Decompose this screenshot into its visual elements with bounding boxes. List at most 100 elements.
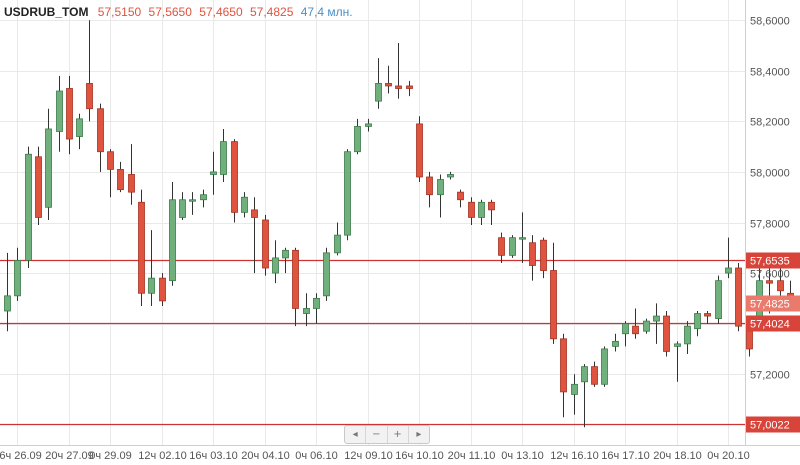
candle-down xyxy=(97,103,104,172)
candle-body xyxy=(735,267,742,327)
candle-up xyxy=(519,212,526,263)
candle-down xyxy=(704,310,711,324)
candle-body xyxy=(128,174,135,193)
candle-body xyxy=(148,277,155,294)
candle-down xyxy=(498,232,505,263)
candle-up xyxy=(272,240,279,284)
y-tick-label: 58,0000 xyxy=(750,168,790,180)
candle-down xyxy=(632,308,639,339)
candle-down xyxy=(66,75,73,155)
x-tick-label: 16ч 03.10 xyxy=(189,450,238,462)
x-tick-label: 16ч 10.10 xyxy=(395,450,444,462)
candle-body xyxy=(571,383,578,395)
candle-down xyxy=(128,144,135,205)
candle-body xyxy=(674,343,681,347)
candle-up xyxy=(478,199,485,226)
x-tick-label: 20ч 27.09 xyxy=(45,450,94,462)
candle-down xyxy=(468,197,475,226)
symbol-label: USDRUB_TOM xyxy=(4,5,89,19)
scroll-right-button[interactable]: ▸ xyxy=(416,429,422,440)
candle-body xyxy=(643,320,650,332)
candle-body xyxy=(56,90,63,132)
candle-up xyxy=(601,346,608,387)
candle-down xyxy=(560,333,567,418)
candle-body xyxy=(437,179,444,196)
candle-body xyxy=(704,313,711,317)
candle-down xyxy=(117,161,124,193)
candle-body xyxy=(313,297,320,309)
candle-up xyxy=(612,333,619,352)
x-tick-label: 16ч 26.09 xyxy=(0,450,42,462)
candle-up xyxy=(14,247,21,301)
candle-up xyxy=(45,108,52,220)
x-tick-label: 12ч 16.10 xyxy=(550,450,599,462)
x-tick-label: 0ч 29.09 xyxy=(89,450,131,462)
price-axis: 58,6000 58,4000 58,2000 58,0000 57,8000 57,60… xyxy=(0,0,800,446)
candle-up xyxy=(684,321,691,354)
zoom-in-button[interactable]: + xyxy=(388,426,409,443)
candle-down xyxy=(735,262,742,332)
candle-body xyxy=(457,191,464,201)
candle-body xyxy=(159,277,166,302)
candle-up xyxy=(715,275,722,324)
candle-down xyxy=(540,237,547,279)
candle-body xyxy=(777,280,784,292)
candle-up xyxy=(694,310,701,337)
candle-body xyxy=(540,239,547,271)
candle-body xyxy=(601,348,608,385)
candle-body xyxy=(416,123,423,178)
candle-up xyxy=(179,192,186,220)
candle-body xyxy=(282,249,289,259)
candle-body xyxy=(189,199,196,202)
candle-body xyxy=(169,199,176,282)
candle-body xyxy=(303,308,310,314)
level-badge xyxy=(746,315,800,332)
candle-down xyxy=(107,149,114,198)
zoom-out-button[interactable]: − xyxy=(366,426,388,443)
candle-up xyxy=(375,58,382,109)
candle-body xyxy=(766,280,773,284)
candle-down xyxy=(86,20,93,122)
candle-up xyxy=(674,341,681,382)
y-tick-label: 57,8000 xyxy=(750,219,790,231)
candle-up xyxy=(365,118,372,132)
candle-body xyxy=(138,201,145,294)
candle-body xyxy=(663,315,670,352)
candle-body xyxy=(86,83,93,110)
level-badge xyxy=(746,416,800,433)
candle-body xyxy=(241,196,248,213)
candle-down xyxy=(426,171,433,208)
candle-body xyxy=(76,118,83,137)
candle-body xyxy=(210,171,217,175)
candles xyxy=(4,20,794,428)
candle-down xyxy=(550,242,557,344)
level-badge xyxy=(746,252,800,269)
last-price-label: 57,4825 xyxy=(750,299,790,311)
candle-body xyxy=(66,88,73,140)
candle-down xyxy=(663,310,670,357)
low-value: 57,4650 xyxy=(199,5,243,19)
candle-body xyxy=(375,83,382,102)
candle-body xyxy=(426,176,433,196)
price-levels xyxy=(0,259,745,426)
candle-body xyxy=(694,313,701,330)
chart-navigation: ◂ − + ▸ xyxy=(344,425,430,444)
candle-up xyxy=(220,128,227,183)
candle-body xyxy=(323,252,330,297)
candle-down xyxy=(395,42,402,99)
candle-body xyxy=(519,237,526,240)
candle-body xyxy=(262,219,269,269)
candle-body xyxy=(715,280,722,319)
candle-up xyxy=(210,151,217,195)
scroll-left-button[interactable]: ◂ xyxy=(345,426,367,443)
chart-legend: USDRUB_TOM 57,5150 57,5650 57,4650 57,48… xyxy=(4,5,353,19)
candle-body xyxy=(220,141,227,175)
candle-body xyxy=(653,315,660,322)
candle-up xyxy=(437,174,444,218)
x-tick-label: 20ч 04.10 xyxy=(241,450,290,462)
candle-up xyxy=(622,321,629,347)
candle-body xyxy=(45,128,52,208)
level-badge-label: 57,6535 xyxy=(750,256,790,268)
